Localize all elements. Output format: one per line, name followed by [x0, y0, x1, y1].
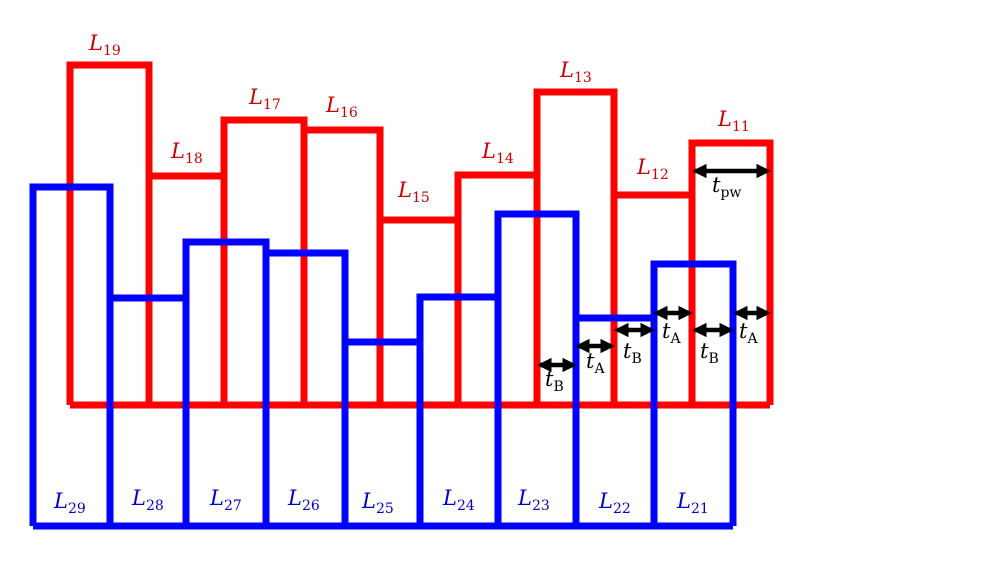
- label-l24: L24: [442, 486, 475, 514]
- timing-arrows: [537, 163, 771, 373]
- label-l21: L21: [676, 489, 709, 517]
- blue-labels: L29 L28 L27 L26 L25 L24 L23 L22 L21: [53, 486, 709, 517]
- label-ta-2: tA: [662, 319, 681, 347]
- label-l28: L28: [131, 486, 164, 514]
- red-labels: L19 L18 L17 L16 L15 L14 L13 L12 L11: [88, 31, 750, 206]
- label-l23: L23: [517, 486, 550, 514]
- label-tb-2: tB: [623, 339, 642, 367]
- label-l18: L18: [170, 139, 203, 167]
- label-l19: L19: [88, 31, 121, 59]
- label-l17: L17: [248, 85, 281, 113]
- label-l25: L25: [361, 489, 394, 517]
- label-l11: L11: [717, 107, 750, 135]
- label-l22: L22: [598, 489, 631, 517]
- label-ta-3: tA: [739, 319, 758, 347]
- label-l16: L16: [325, 93, 358, 121]
- label-l26: L26: [287, 486, 320, 514]
- label-l13: L13: [559, 58, 592, 86]
- time-labels: tB tA tB tA tB tA tpw: [545, 173, 758, 395]
- label-l14: L14: [481, 139, 514, 167]
- label-l29: L29: [53, 489, 86, 517]
- label-l27: L27: [209, 486, 242, 514]
- label-tb-1: tB: [545, 367, 564, 395]
- label-tb-3: tB: [700, 339, 719, 367]
- label-ta-1: tA: [586, 349, 605, 377]
- label-l12: L12: [636, 155, 669, 183]
- blue-waveform: [29, 183, 737, 530]
- label-l15: L15: [397, 178, 430, 206]
- label-tpw: tpw: [712, 173, 741, 201]
